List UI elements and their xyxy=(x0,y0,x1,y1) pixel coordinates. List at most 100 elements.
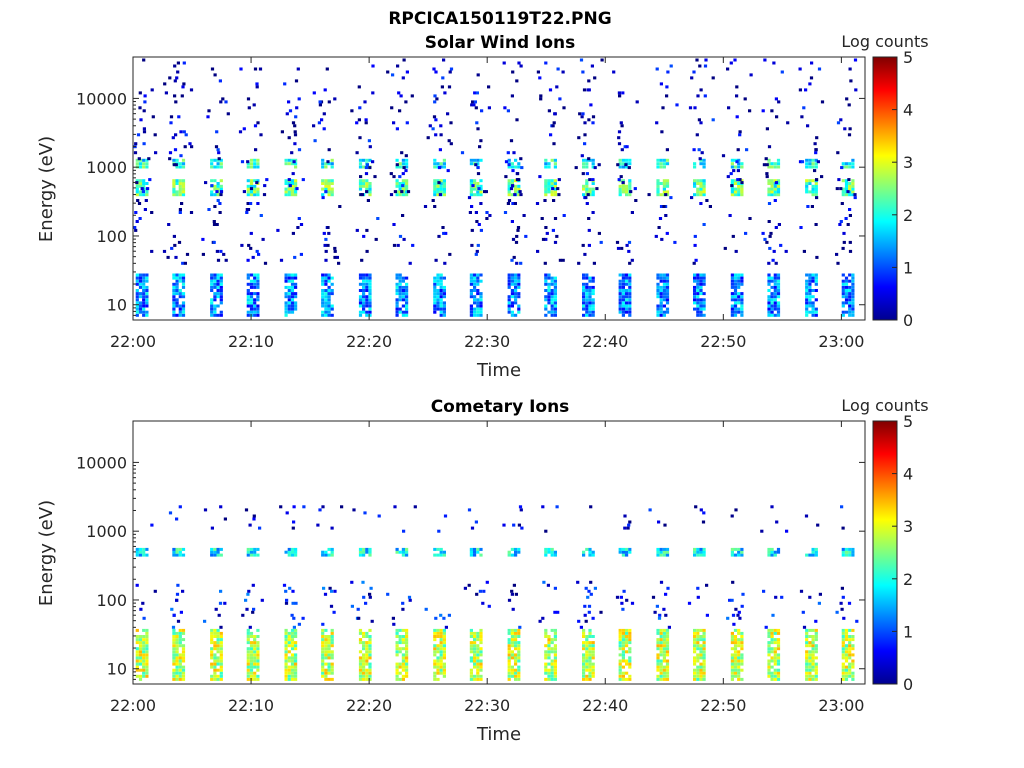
heatmap-cell xyxy=(656,193,660,197)
heatmap-cell xyxy=(333,246,337,250)
heatmap-cell xyxy=(507,310,511,314)
heatmap-cell xyxy=(808,82,812,86)
heatmap-cell xyxy=(844,279,849,283)
heatmap-cell xyxy=(591,211,595,214)
heatmap-cell xyxy=(836,121,841,125)
heatmap-cell xyxy=(736,169,740,173)
heatmap-cell xyxy=(585,285,589,289)
heatmap-cell xyxy=(628,304,632,308)
heatmap-cell xyxy=(138,91,142,95)
x-tick-label: 22:40 xyxy=(582,332,628,351)
heatmap-cell xyxy=(517,276,521,280)
heatmap-cell xyxy=(257,252,261,256)
heatmap-cell xyxy=(740,659,744,663)
heatmap-cell xyxy=(585,172,589,176)
heatmap-cell xyxy=(182,82,186,86)
heatmap-cell xyxy=(737,610,741,614)
heatmap-cell xyxy=(589,103,593,107)
heatmap-cell xyxy=(473,644,477,648)
heatmap-cell xyxy=(433,165,437,169)
heatmap-cell xyxy=(553,217,558,220)
heatmap-cell xyxy=(365,298,369,302)
heatmap-cell xyxy=(321,289,325,292)
heatmap-cell xyxy=(255,85,259,89)
heatmap-cell xyxy=(473,635,477,638)
heatmap-cell xyxy=(368,674,372,678)
heatmap-cell xyxy=(776,295,781,299)
heatmap-cell xyxy=(256,298,260,302)
heatmap-cell xyxy=(659,668,663,672)
heatmap-cell xyxy=(443,91,447,95)
heatmap-cell xyxy=(621,289,625,292)
heatmap-cell xyxy=(145,631,149,635)
heatmap-cell xyxy=(436,276,440,280)
heatmap-cell xyxy=(210,641,214,645)
heatmap-cell xyxy=(362,282,366,286)
heatmap-cell xyxy=(582,187,586,191)
heatmap-cell xyxy=(324,258,328,262)
heatmap-cell xyxy=(776,193,781,197)
heatmap-cell xyxy=(178,671,182,675)
heatmap-cell xyxy=(134,228,138,232)
heatmap-cell xyxy=(213,276,217,280)
heatmap-cell xyxy=(290,282,295,286)
heatmap-cell xyxy=(213,641,217,645)
heatmap-cell xyxy=(625,273,629,277)
heatmap-cell xyxy=(507,301,511,305)
heatmap-cell xyxy=(588,190,592,194)
heatmap-cell xyxy=(699,671,703,675)
heatmap-cell xyxy=(844,179,849,183)
heatmap-cell xyxy=(621,313,625,317)
heatmap-cell xyxy=(553,165,557,169)
heatmap-cell xyxy=(805,179,809,183)
heatmap-cell xyxy=(294,190,298,194)
heatmap-cell xyxy=(356,607,360,611)
heatmap-cell xyxy=(765,172,769,176)
heatmap-cell xyxy=(844,553,849,557)
heatmap-cell xyxy=(293,130,297,134)
heatmap-cell xyxy=(587,217,591,220)
heatmap-cell xyxy=(625,635,629,638)
heatmap-cell xyxy=(324,304,328,308)
heatmap-cell xyxy=(517,304,521,308)
heatmap-cell xyxy=(628,193,632,197)
heatmap-cell xyxy=(256,656,260,660)
heatmap-cell xyxy=(449,67,454,71)
heatmap-cell xyxy=(805,285,809,289)
heatmap-cell xyxy=(621,550,625,554)
heatmap-cell xyxy=(248,625,252,629)
heatmap-cell xyxy=(767,179,771,183)
heatmap-cell xyxy=(210,301,214,305)
heatmap-cell xyxy=(542,580,546,584)
heatmap-cell xyxy=(844,665,849,669)
heatmap-cell xyxy=(176,61,180,65)
heatmap-cell xyxy=(510,279,514,283)
heatmap-cell xyxy=(470,103,474,107)
heatmap-cell xyxy=(659,162,663,166)
heatmap-cell xyxy=(321,179,325,183)
heatmap-cell xyxy=(433,547,437,551)
colorbar-tick-label: 5 xyxy=(903,412,913,431)
heatmap-cell xyxy=(368,289,372,292)
heatmap-cell xyxy=(693,638,697,642)
heatmap-cell xyxy=(773,184,777,188)
heatmap-cell xyxy=(181,656,186,660)
heatmap-cell xyxy=(223,517,227,521)
heatmap-cell xyxy=(324,313,328,317)
heatmap-cell xyxy=(656,179,660,183)
heatmap-cell xyxy=(178,295,182,299)
heatmap-cell xyxy=(287,295,291,299)
heatmap-cell xyxy=(811,650,815,654)
heatmap-cell xyxy=(327,304,331,308)
heatmap-cell xyxy=(585,276,589,280)
heatmap-cell xyxy=(581,243,585,247)
heatmap-cell xyxy=(142,292,146,296)
heatmap-cell xyxy=(433,94,437,98)
heatmap-cell xyxy=(284,601,289,605)
heatmap-cell xyxy=(612,70,616,74)
heatmap-cell xyxy=(476,282,480,286)
heatmap-cell xyxy=(692,148,696,152)
heatmap-cell xyxy=(301,616,305,620)
heatmap-cell xyxy=(550,659,554,663)
